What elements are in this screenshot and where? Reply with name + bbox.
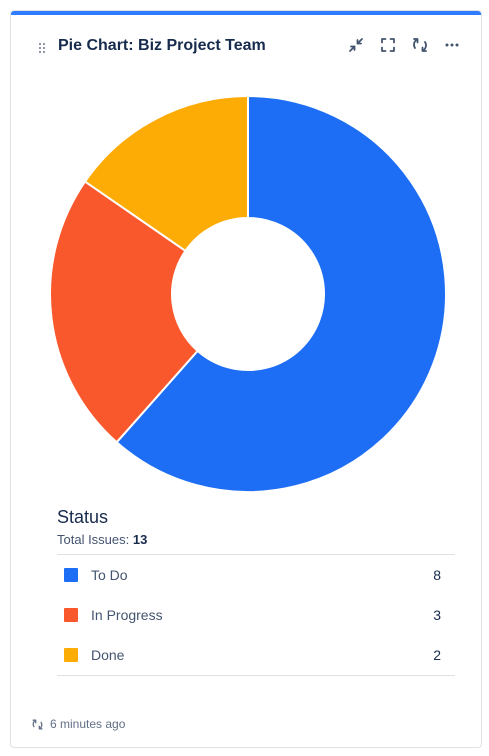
last-updated: 6 minutes ago xyxy=(50,717,126,731)
legend-row-done[interactable]: Done 2 xyxy=(57,635,455,675)
donut-chart xyxy=(48,94,448,494)
total-issues-value: 13 xyxy=(132,532,148,547)
minimize-button[interactable] xyxy=(347,36,365,54)
fullscreen-icon xyxy=(381,38,395,52)
fullscreen-button[interactable] xyxy=(379,36,397,54)
refresh-button[interactable] xyxy=(411,36,429,54)
drag-handle-icon[interactable] xyxy=(38,41,46,54)
pie-chart-gadget: Pie Chart: Biz Project Team xyxy=(10,10,482,748)
refresh-small-icon xyxy=(32,719,43,729)
donut-chart-svg xyxy=(49,94,447,493)
pie-slice-in-progress[interactable] xyxy=(49,180,200,444)
legend-label: Done xyxy=(91,647,125,663)
gadget-title: Pie Chart: Biz Project Team xyxy=(58,37,266,54)
legend-row-in-progress[interactable]: In Progress 3 xyxy=(57,595,455,635)
refresh-icon xyxy=(413,38,427,52)
legend-count: 3 xyxy=(433,607,441,623)
legend-count: 8 xyxy=(433,567,441,583)
gadget-footer: 6 minutes ago xyxy=(31,717,125,731)
pie-slice-to-do[interactable] xyxy=(115,94,447,493)
legend-swatch xyxy=(64,648,78,662)
more-button[interactable] xyxy=(443,36,461,54)
legend-row-to-do[interactable]: To Do 8 xyxy=(57,555,455,595)
total-issues-label: Total Issues: xyxy=(57,532,130,547)
header-actions xyxy=(347,36,461,54)
status-heading: Status xyxy=(57,507,109,527)
top-accent-bar xyxy=(11,11,481,15)
total-issues: Total Issues: 13 xyxy=(57,532,147,547)
legend-label: In Progress xyxy=(91,607,163,623)
gadget-header: Pie Chart: Biz Project Team xyxy=(11,15,481,69)
legend-count: 2 xyxy=(433,647,441,663)
minimize-icon xyxy=(349,38,363,52)
more-icon xyxy=(445,43,459,47)
legend-table: To Do 8 In Progress 3 Done 2 xyxy=(57,554,455,676)
legend-swatch xyxy=(64,608,78,622)
legend-swatch xyxy=(64,568,78,582)
legend-label: To Do xyxy=(91,567,128,583)
pie-slice-done[interactable] xyxy=(83,94,249,253)
